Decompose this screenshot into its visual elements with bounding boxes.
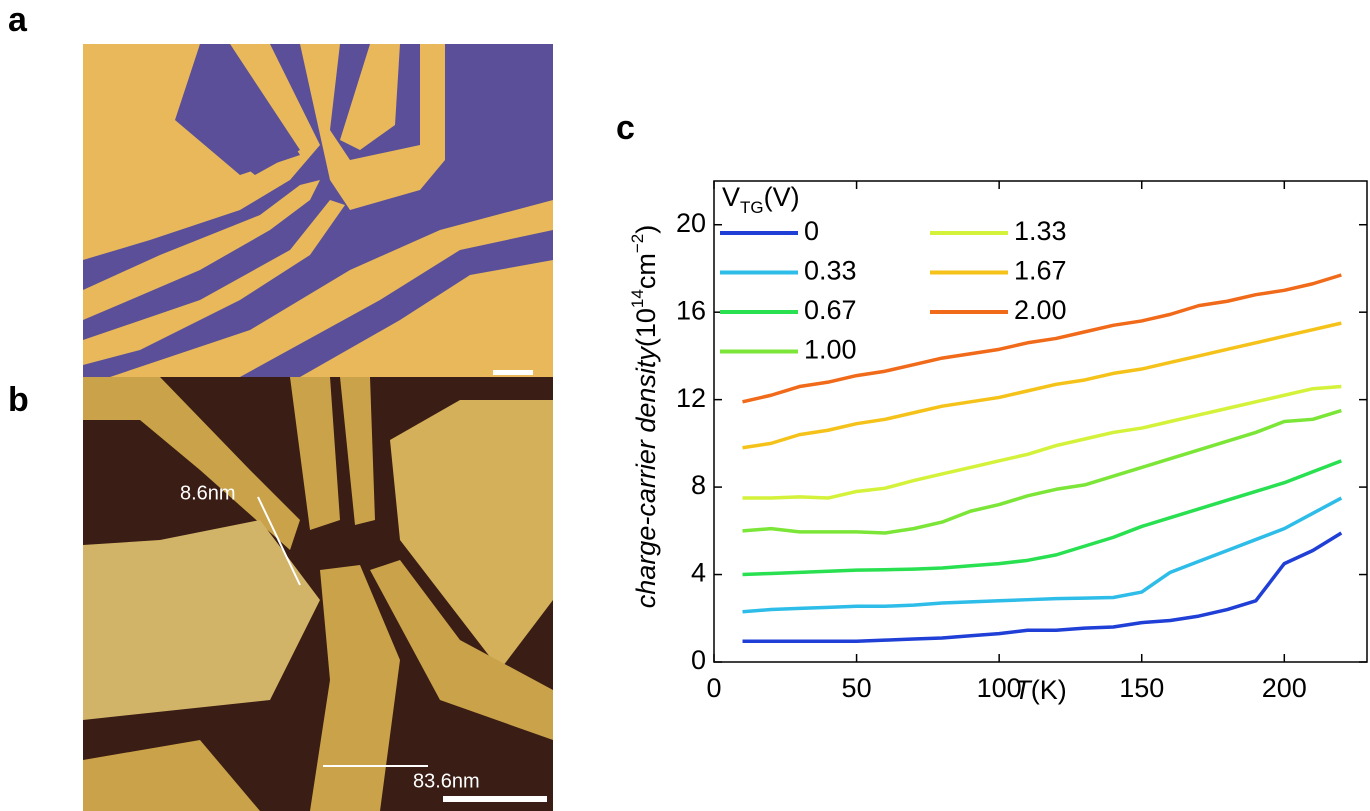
legend-title-part: TG (740, 198, 764, 217)
y-tick-label: 4 (691, 558, 706, 588)
series-line (742, 408, 1342, 535)
y-axis-label-unit: ) (631, 225, 661, 234)
y-axis-label: charge-carrier density(1014cm−2) (628, 225, 661, 608)
panel-label: b (8, 381, 29, 419)
series-line (742, 321, 1342, 450)
annotation: 8.6nm (180, 482, 236, 504)
series-line (742, 384, 1342, 500)
series-line (742, 496, 1343, 614)
legend-title: VTG(V) (722, 182, 800, 217)
y-axis-label-unit: (10 (631, 308, 661, 347)
series-line (742, 273, 1342, 404)
y-axis-label-unit: cm (631, 253, 661, 289)
plot-frame (713, 180, 1368, 663)
legend-label: 1.33 (1014, 216, 1067, 246)
panel-label: c (616, 109, 635, 147)
y-axis-label-unit: −2 (628, 234, 647, 253)
y-tick-label: 20 (676, 208, 706, 238)
legend-title-part: V (722, 182, 740, 212)
legend-label: 1.00 (804, 335, 857, 365)
panel-label: a (8, 1, 28, 39)
x-axis-label-var: T (1014, 675, 1033, 705)
legend-label: 0 (804, 216, 819, 246)
legend-title-part: (V) (764, 182, 800, 212)
legend-label: 2.00 (1014, 295, 1067, 325)
x-tick-label: 50 (842, 673, 872, 703)
annotation: 83.6nm (413, 770, 480, 792)
x-tick-label: 100 (977, 673, 1022, 703)
afm-image: 8.6nm 83.6nm (83, 377, 553, 811)
optical-image (83, 44, 553, 377)
y-tick-label: 8 (691, 470, 706, 500)
series-line (742, 459, 1342, 577)
x-axis-label: T(K) (1014, 675, 1067, 705)
x-axis-label-unit: (K) (1031, 675, 1067, 705)
chart: 0 50 100 150 200 0 4 8 12 16 20 T(K) charge-carrier … (628, 180, 1368, 705)
legend-label: 1.67 (1014, 256, 1067, 286)
y-tick-label: 12 (676, 383, 706, 413)
x-tick-label: 200 (1262, 673, 1307, 703)
y-tick-label: 0 (691, 645, 706, 675)
x-tick-label: 150 (1119, 673, 1164, 703)
legend-label: 0.33 (804, 256, 857, 286)
y-axis-label-text: charge-carrier density (631, 346, 661, 609)
y-tick-label: 16 (676, 295, 706, 325)
series-line (742, 531, 1343, 643)
legend-label: 0.67 (804, 295, 857, 325)
x-tick-label: 0 (706, 673, 721, 703)
y-axis-label-unit: 14 (628, 289, 647, 308)
